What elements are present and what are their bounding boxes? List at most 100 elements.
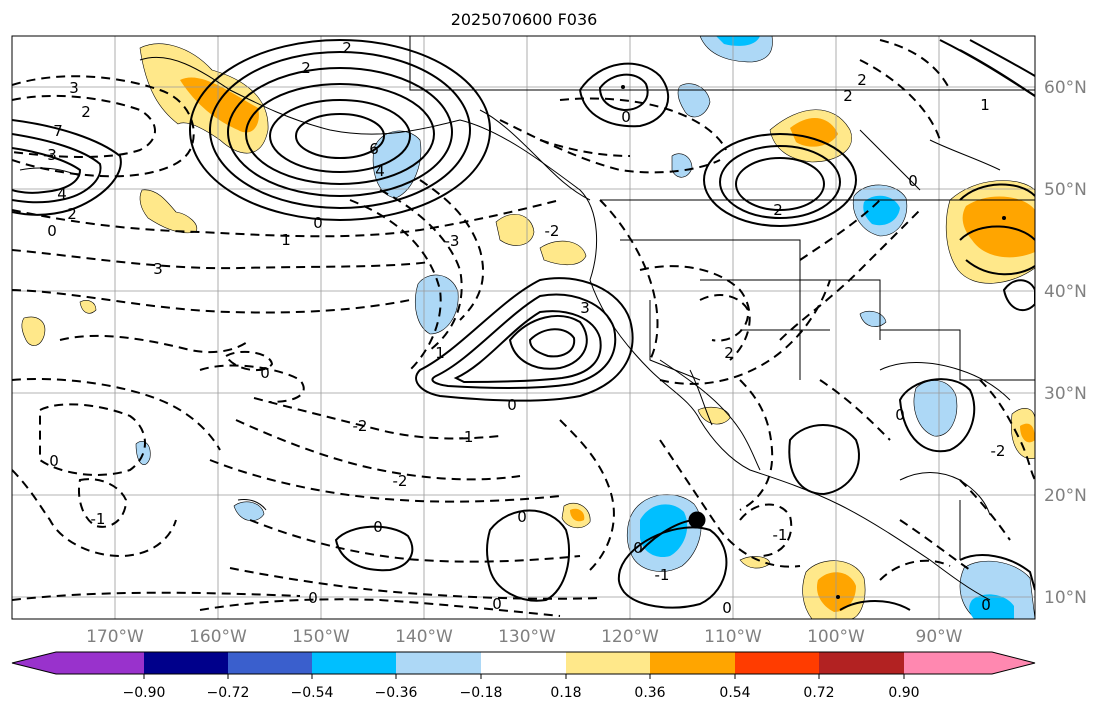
colorbar-segment: [312, 652, 396, 674]
contour-label: 0: [308, 589, 318, 607]
contour-label: 4: [57, 185, 67, 203]
colorbar-ticks: [143, 674, 905, 679]
contour-label: 0: [908, 172, 918, 190]
contour-label: 3: [47, 146, 57, 164]
shade-negative-1: [699, 36, 773, 63]
colorbar-tick-label: 0.54: [719, 685, 750, 701]
shade-negative-4: [372, 130, 422, 199]
storm-center-marker: [688, 511, 706, 529]
shade-negative-12b: [969, 594, 1014, 619]
contour-label: -1: [459, 428, 474, 446]
contour-label: 2: [724, 344, 734, 362]
shade-positive-11b: [570, 508, 585, 522]
lat-label: 20°N: [1044, 486, 1087, 506]
colorbar-segment: [735, 652, 819, 674]
map-title: 2025070600 F036: [451, 10, 598, 29]
contour-label: 2: [843, 87, 853, 105]
shade-positive-9b: [1020, 423, 1035, 443]
colorbar-segment: [144, 652, 228, 674]
contour-label: 0: [895, 406, 905, 424]
contour-label-layer: 2 3 2 6 4 0 1 3 2 7 4 2 0 3 -2 -3 0 2 1 …: [47, 39, 1005, 617]
contour-label: 0: [49, 452, 59, 470]
contour-label: 0: [517, 508, 527, 526]
contour-label: 0: [260, 364, 270, 382]
contour-label: -3: [445, 232, 460, 250]
contour-label: -1: [91, 510, 106, 528]
shade-negative-1b: [716, 36, 760, 46]
colorbar-segment: [650, 652, 735, 674]
lat-label: 50°N: [1044, 180, 1087, 200]
contour-label: 2: [67, 205, 77, 223]
shade-positive-7b: [790, 117, 838, 147]
shade-negative-2: [677, 83, 711, 118]
contour-label: 0: [47, 222, 57, 240]
shade-positive-10b: [816, 572, 856, 612]
contour-label: -2: [353, 417, 368, 435]
contour-label: 0: [981, 596, 991, 614]
shade-negative-8: [913, 380, 958, 437]
colorbar-segment: [481, 652, 566, 674]
contour-label: 0: [313, 214, 323, 232]
colorbar-segment: [396, 652, 481, 674]
negative-contours: [12, 39, 1035, 617]
lon-label: 150°W: [292, 627, 350, 647]
colorbar-tick-label: −0.18: [460, 685, 503, 701]
lon-label: 130°W: [498, 627, 556, 647]
lon-label: 110°W: [704, 627, 762, 647]
contour-label: 0: [507, 396, 517, 414]
lon-label: 170°W: [86, 627, 144, 647]
colorbar-segment: [819, 652, 904, 674]
colorbar-tick-label: −0.36: [375, 685, 418, 701]
colorbar: −0.90 −0.72 −0.54 −0.36 −0.18 0.18 0.36 …: [11, 651, 1036, 701]
contour-label: 2: [81, 103, 91, 121]
contour-label: 6: [369, 140, 379, 158]
shade-negative-6b: [863, 195, 900, 226]
lat-axis: 60°N 50°N 40°N 30°N 20°N 10°N: [1044, 78, 1087, 608]
colorbar-tick-label: 0.72: [803, 685, 834, 701]
shade-positive-6: [539, 240, 587, 266]
contour-label: 0: [633, 539, 643, 557]
lon-label: 100°W: [807, 627, 865, 647]
lon-label: 140°W: [395, 627, 453, 647]
contour-label: 7: [53, 122, 63, 140]
contour-label: 0: [373, 518, 383, 536]
contour-label: -2: [545, 222, 560, 240]
contour-label: 0: [722, 599, 732, 617]
colorbar-tick-label: 0.36: [634, 685, 665, 701]
contour-label: 2: [342, 39, 352, 57]
lon-label: 90°W: [916, 627, 963, 647]
contour-label: 2: [301, 59, 311, 77]
plot-frame: [11, 35, 1036, 620]
contour-label: 3: [69, 79, 79, 97]
colorbar-tick-label: −0.72: [207, 685, 250, 701]
colorbar-segment: [566, 652, 650, 674]
contour-label: -2: [393, 472, 408, 490]
contour-label: 0: [621, 108, 631, 126]
lon-axis: 170°W 160°W 150°W 140°W 130°W 120°W 110°…: [86, 627, 963, 647]
shade-negative-10: [233, 501, 265, 521]
lat-label: 10°N: [1044, 588, 1087, 608]
pressure-max-marker: [1002, 216, 1006, 220]
contour-label: 3: [153, 260, 163, 278]
lat-label: 60°N: [1044, 78, 1087, 98]
pressure-max-marker-2: [836, 595, 840, 599]
contour-label: 1: [980, 96, 990, 114]
contour-label: 4: [375, 162, 385, 180]
contour-label: 0: [492, 595, 502, 613]
colorbar-tick-label: −0.90: [123, 685, 166, 701]
contour-label: 2: [857, 71, 867, 89]
colorbar-outline: [11, 651, 1036, 675]
shade-negative-11b: [640, 504, 688, 558]
lat-label: 30°N: [1044, 384, 1087, 404]
colorbar-tick-label: 0.18: [550, 685, 581, 701]
shade-positive-1b: [180, 77, 259, 133]
coastlines: [19, 36, 1035, 601]
colorbar-tick-label: 0.90: [888, 685, 919, 701]
pressure-min-marker: [621, 85, 625, 89]
contour-label: 2: [773, 201, 783, 219]
lon-label: 120°W: [601, 627, 659, 647]
plot-area: 2 3 2 6 4 0 1 3 2 7 4 2 0 3 -2 -3 0 2 1 …: [12, 36, 1035, 619]
colorbar-segment: [228, 652, 312, 674]
contour-label: -1: [773, 526, 788, 544]
